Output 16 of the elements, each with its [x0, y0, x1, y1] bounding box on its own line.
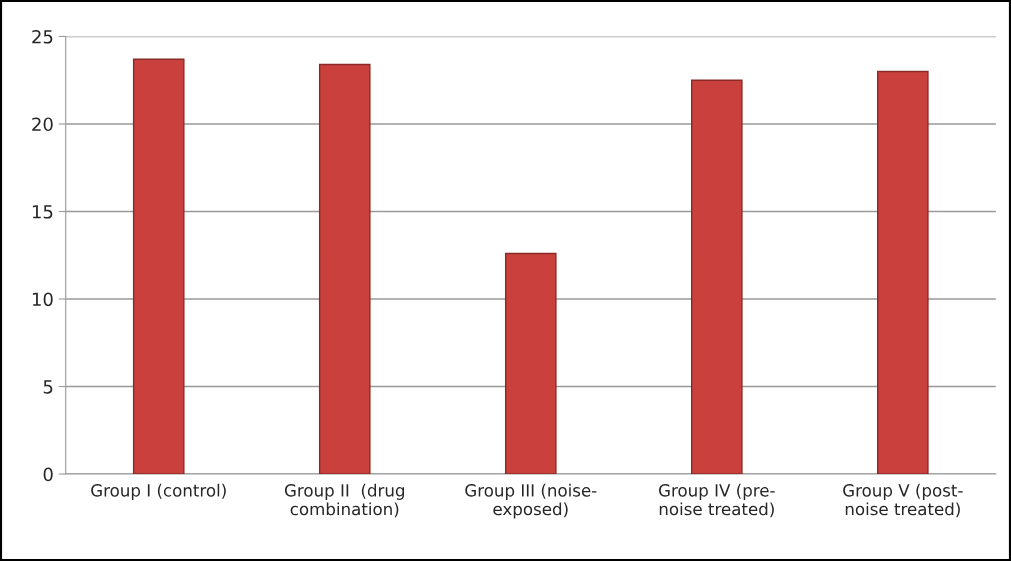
- bar: [318, 63, 371, 475]
- y-tick-label: 20: [32, 117, 53, 132]
- x-tick-label: Group II (drug combination): [284, 483, 404, 518]
- x-tick-label: Group I (control): [91, 483, 226, 500]
- x-tick-label: Group V (post- noise treated): [843, 483, 963, 518]
- y-tick-label: 25: [32, 29, 53, 44]
- y-tick-label: 5: [43, 380, 53, 394]
- bar: [132, 58, 185, 475]
- y-tick-label: 0: [43, 467, 53, 482]
- bar: [504, 252, 557, 475]
- bar: [690, 79, 743, 475]
- x-tick-label: Group III (noise- exposed): [465, 483, 597, 519]
- y-tick-label: 15: [32, 205, 53, 219]
- x-tick-label: Group IV (pre- noise treated): [659, 483, 775, 518]
- y-tick-label: 10: [32, 292, 53, 307]
- bar: [877, 70, 929, 475]
